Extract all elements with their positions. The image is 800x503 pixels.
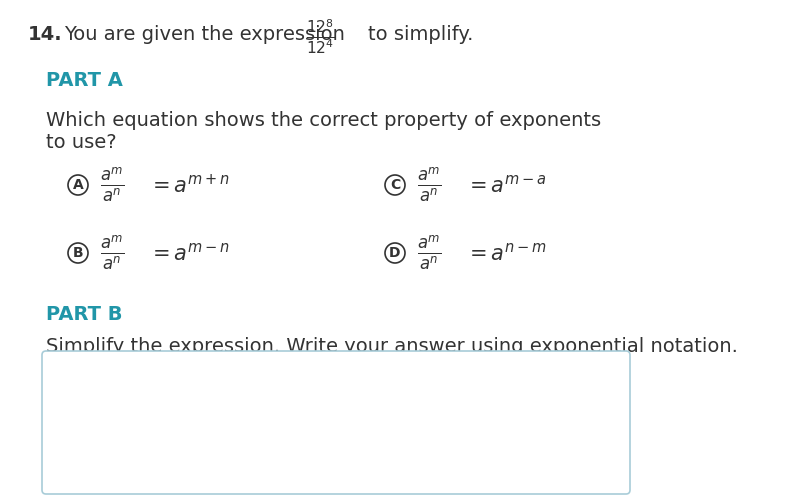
Text: PART A: PART A (46, 71, 123, 90)
Text: A: A (73, 178, 83, 192)
Text: PART B: PART B (46, 305, 122, 324)
FancyBboxPatch shape (42, 351, 630, 494)
Text: $= a^{n-m}$: $= a^{n-m}$ (465, 242, 547, 264)
Text: to use?: to use? (46, 133, 117, 152)
Text: $\frac{a^m}{a^n}$: $\frac{a^m}{a^n}$ (100, 165, 125, 205)
Text: $\frac{12^8}{12^4}$: $\frac{12^8}{12^4}$ (306, 18, 335, 56)
Text: C: C (390, 178, 400, 192)
Text: $= a^{m-n}$: $= a^{m-n}$ (148, 242, 230, 264)
Text: 14.: 14. (28, 25, 62, 44)
Text: B: B (73, 246, 83, 260)
Text: $\frac{a^m}{a^n}$: $\frac{a^m}{a^n}$ (417, 233, 442, 273)
Text: $\frac{a^m}{a^n}$: $\frac{a^m}{a^n}$ (100, 233, 125, 273)
Text: $= a^{m-a}$: $= a^{m-a}$ (465, 174, 546, 196)
Text: $= a^{m+n}$: $= a^{m+n}$ (148, 174, 230, 197)
Text: Which equation shows the correct property of exponents: Which equation shows the correct propert… (46, 111, 601, 130)
Text: D: D (390, 246, 401, 260)
Text: Simplify the expression. Write your answer using exponential notation.: Simplify the expression. Write your answ… (46, 337, 738, 356)
Text: $\frac{a^m}{a^n}$: $\frac{a^m}{a^n}$ (417, 165, 442, 205)
Text: You are given the expression: You are given the expression (64, 25, 345, 44)
Text: to simplify.: to simplify. (368, 25, 474, 44)
